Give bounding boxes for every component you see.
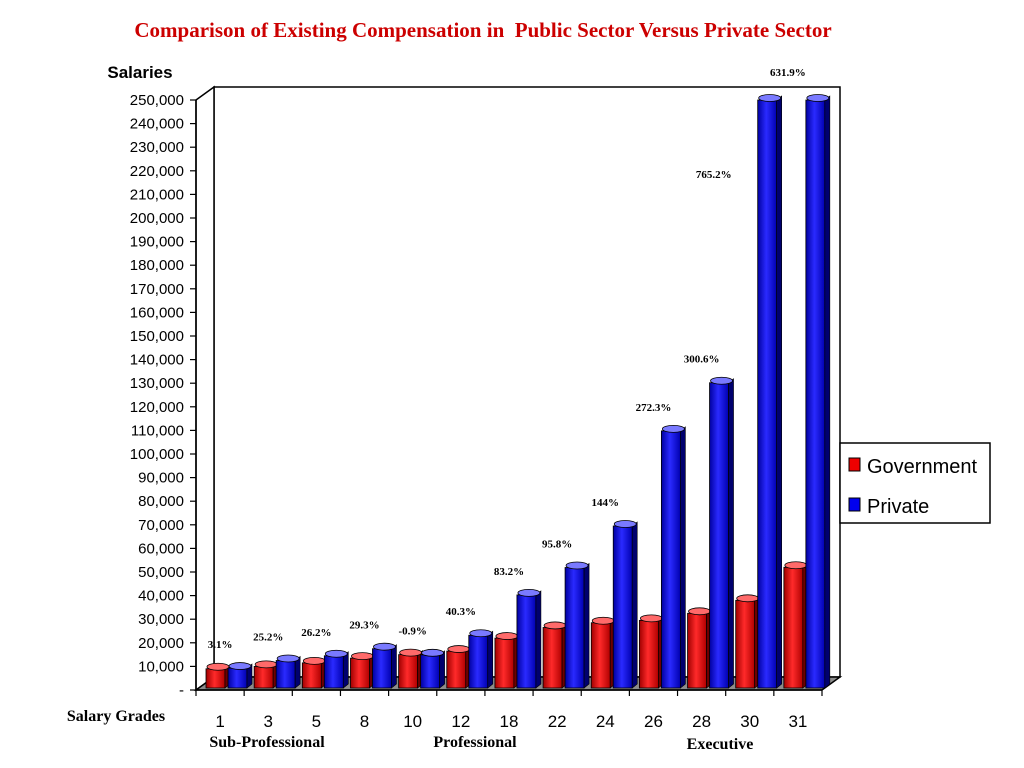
y-tick-label: 170,000 [130,281,184,298]
x-axis-label: Salary Grades [67,708,165,725]
y-tick-label: 80,000 [138,493,184,510]
legend-swatch-private [848,497,861,512]
bar-private [612,520,638,689]
y-tick-label: 200,000 [130,210,184,227]
bar-private [372,642,397,689]
x-tick-label: 31 [788,712,807,731]
bar-private [564,561,590,689]
bar-government [446,645,472,689]
bar-government [687,607,712,689]
bars [205,94,831,689]
pct-label: 3.1% [208,639,233,651]
y-axis-label: Salaries [107,63,172,82]
x-tick-label: 22 [548,712,567,731]
pct-label: 25.2% [253,632,283,644]
plot-frame [193,85,843,692]
bar-government [205,662,231,689]
bar-private [227,662,253,689]
x-axis-ticks: 1 3 5 8 10 12 18 22 24 26 28 30 31 [195,690,823,731]
legend-box [839,442,991,524]
x-tick-label: 28 [692,712,711,731]
y-axis-ticks: - 10,000 20,000 30,000 40,000 50,000 60,000 70,… [130,92,196,699]
y-tick-label: 230,000 [130,139,184,156]
y-tick-label: 20,000 [138,635,184,652]
bar-private [275,654,301,689]
bar-private [420,648,445,689]
side-wall [195,85,215,692]
y-tick-label: 220,000 [130,163,184,180]
legend-swatch-government [848,457,861,472]
y-tick-label: 250,000 [130,92,184,109]
bar-private [468,629,494,689]
pct-label: 40.3% [446,606,476,618]
pct-label: 144% [592,497,620,509]
chart-title: Comparison of Existing Compensation in P… [134,18,831,42]
y-tick-label: 240,000 [130,116,184,133]
x-tick-label: 3 [263,712,272,731]
y-tick-label: 180,000 [130,257,184,274]
legend: Government Private [839,442,991,524]
pct-label: 29.3% [349,620,379,632]
x-tick-label: 10 [403,712,422,731]
bar-government [494,632,520,689]
x-tick-label: 1 [215,712,224,731]
y-tick-label: 10,000 [138,658,184,675]
y-tick-label: 50,000 [138,564,184,581]
y-tick-label: 70,000 [138,517,184,534]
percentage-labels: 3.1% 25.2% 26.2% 29.3% -0.9% 40.3% 83.2% 95.8% 1… [208,67,806,651]
bar-government [735,594,760,689]
x-tick-label: 12 [451,712,470,731]
bar-government [542,621,568,689]
y-tick-label: 130,000 [130,375,184,392]
bar-government [638,614,664,689]
bar-government [253,660,279,689]
pct-label: 95.8% [542,539,572,551]
x-tick-label: 30 [740,712,759,731]
bar-private [660,424,686,689]
y-tick-label: 60,000 [138,540,184,557]
back-wall [213,86,841,678]
y-tick-label: 140,000 [130,352,184,369]
bar-government [350,652,375,689]
y-tick-label: 40,000 [138,588,184,605]
legend-label-government: Government [867,456,977,478]
y-tick-label: 160,000 [130,304,184,321]
y-tick-label: 210,000 [130,186,184,203]
pct-label: 272.3% [636,402,672,414]
pct-label: 26.2% [301,627,331,639]
y-tick-label: 190,000 [130,234,184,251]
bar-private [805,94,831,689]
group-label-executive: Executive [687,736,754,753]
y-tick-label: 110,000 [131,422,184,439]
y-tick-label: 100,000 [130,446,184,463]
y-tick-label: 120,000 [130,399,184,416]
pct-label: 631.9% [770,67,806,79]
legend-label-private: Private [867,496,929,518]
bar-private [323,649,349,689]
bar-private [757,94,782,689]
y-tick-label: - [179,682,184,699]
pct-label: -0.9% [398,626,426,638]
bar-government [783,561,809,689]
y-tick-label: 150,000 [130,328,184,345]
x-tick-label: 18 [500,712,519,731]
pct-label: 83.2% [494,566,524,578]
group-label-sub-professional: Sub-Professional [209,734,325,751]
x-tick-label: 26 [644,712,663,731]
y-tick-label: 90,000 [138,470,184,487]
y-tick-label: 30,000 [138,611,184,628]
bar-government [301,656,327,689]
x-tick-label: 8 [360,712,369,731]
bar-private [709,376,734,689]
pct-label: 300.6% [684,354,720,366]
bar-government [398,648,423,689]
bar-government [590,616,616,689]
group-label-professional: Professional [433,734,517,751]
x-tick-label: 24 [596,712,615,731]
bar-private [516,588,542,689]
pct-label: 765.2% [696,169,732,181]
x-tick-label: 5 [312,712,321,731]
